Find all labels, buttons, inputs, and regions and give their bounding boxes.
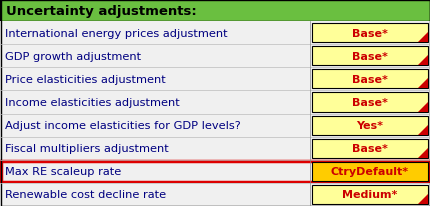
Polygon shape: [418, 56, 428, 66]
Bar: [312, 162, 428, 181]
Text: Income elasticities adjustment: Income elasticities adjustment: [5, 97, 180, 107]
Bar: [0, 45, 430, 68]
Text: Adjust income elasticities for GDP levels?: Adjust income elasticities for GDP level…: [5, 121, 241, 130]
Bar: [312, 185, 428, 204]
Bar: [1, 161, 429, 182]
Text: Renewable cost decline rate: Renewable cost decline rate: [5, 190, 166, 199]
Bar: [0, 91, 430, 114]
Polygon shape: [418, 33, 428, 43]
Bar: [0, 160, 430, 183]
Bar: [312, 93, 428, 112]
Polygon shape: [418, 79, 428, 89]
Text: Medium*: Medium*: [342, 190, 398, 199]
Text: GDP growth adjustment: GDP growth adjustment: [5, 52, 141, 61]
Polygon shape: [418, 125, 428, 135]
Text: Fiscal multipliers adjustment: Fiscal multipliers adjustment: [5, 144, 169, 153]
Bar: [312, 70, 428, 89]
Text: Base*: Base*: [352, 97, 388, 107]
Bar: [0, 22, 430, 45]
Text: International energy prices adjustment: International energy prices adjustment: [5, 28, 227, 38]
Text: Max RE scaleup rate: Max RE scaleup rate: [5, 166, 121, 177]
Text: CtryDefault*: CtryDefault*: [331, 166, 409, 177]
Bar: [312, 47, 428, 66]
Bar: [0, 0, 430, 22]
Text: Uncertainty adjustments:: Uncertainty adjustments:: [6, 5, 197, 18]
Bar: [0, 137, 430, 160]
Polygon shape: [418, 194, 428, 204]
Bar: [312, 139, 428, 158]
Bar: [312, 116, 428, 135]
Text: Yes*: Yes*: [356, 121, 384, 130]
Text: Base*: Base*: [352, 28, 388, 38]
Text: Base*: Base*: [352, 144, 388, 153]
Bar: [312, 24, 428, 43]
Text: Price elasticities adjustment: Price elasticities adjustment: [5, 74, 166, 84]
Polygon shape: [418, 102, 428, 112]
Polygon shape: [418, 148, 428, 158]
Bar: [0, 68, 430, 91]
Bar: [0, 114, 430, 137]
Text: Base*: Base*: [352, 74, 388, 84]
Bar: [0, 183, 430, 206]
Text: Base*: Base*: [352, 52, 388, 61]
